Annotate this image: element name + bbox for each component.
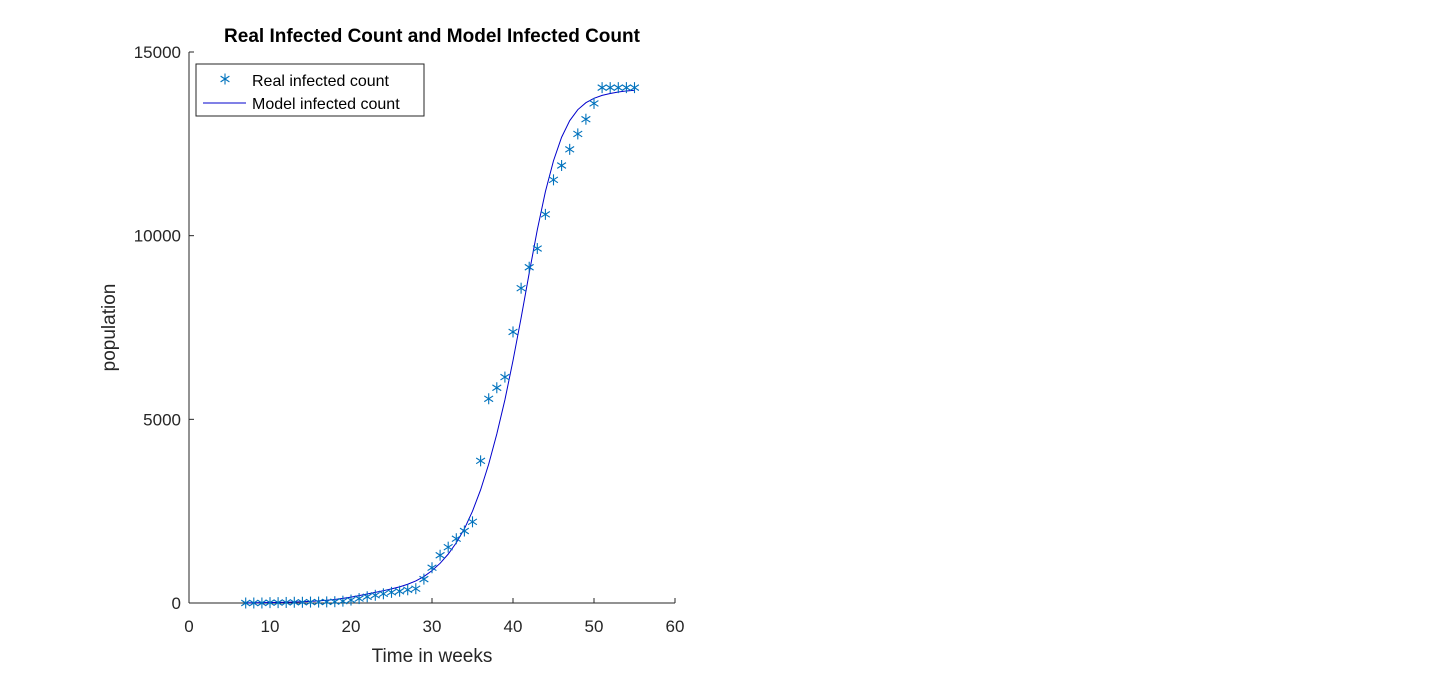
data-point-real xyxy=(573,128,583,140)
data-point-real xyxy=(273,597,283,609)
data-point-real xyxy=(548,174,559,186)
legend-marker-symbol xyxy=(220,73,230,85)
data-point-real xyxy=(629,82,640,94)
x-tick-label: 0 xyxy=(184,617,193,636)
y-tick-label: 15000 xyxy=(134,43,181,62)
data-point-real xyxy=(516,282,526,294)
data-point-real xyxy=(338,595,348,607)
data-point-real xyxy=(581,113,591,125)
legend: Real infected count Model infected count xyxy=(195,63,425,117)
x-tick-label: 20 xyxy=(342,617,361,636)
ticks-layer: 0 10 20 30 40 50 60 0 5000 10000 15000 xyxy=(134,43,685,636)
data-point-real xyxy=(362,591,372,603)
data-point-real xyxy=(330,596,340,608)
y-tick-label: 0 xyxy=(172,594,181,613)
data-point-real xyxy=(621,82,632,94)
chart-title: Real Infected Count and Model Infected C… xyxy=(224,26,641,47)
data-point-real xyxy=(492,382,502,394)
data-point-real xyxy=(459,525,470,537)
data-point-real xyxy=(484,393,494,405)
x-axis-label: Time in weeks xyxy=(372,646,493,667)
data-point-real xyxy=(524,261,534,273)
data-point-real xyxy=(443,541,453,553)
x-tick-label: 40 xyxy=(504,617,523,636)
data-point-real xyxy=(435,549,445,561)
data-point-real xyxy=(281,596,291,608)
data-point-real xyxy=(467,516,478,528)
data-point-real xyxy=(289,596,299,608)
data-point-real xyxy=(249,597,259,609)
data-point-real xyxy=(565,143,575,155)
data-point-real xyxy=(386,586,397,598)
data-point-real xyxy=(265,597,275,609)
data-point-real xyxy=(556,160,567,172)
data-point-real xyxy=(597,82,607,94)
data-point-real xyxy=(500,371,510,383)
data-point-real xyxy=(532,243,542,255)
x-tick-label: 10 xyxy=(261,617,280,636)
data-point-real xyxy=(613,82,623,94)
data-point-real xyxy=(540,208,551,220)
y-axis-label: population xyxy=(99,284,120,372)
x-tick-label: 30 xyxy=(423,617,442,636)
data-point-real xyxy=(322,596,332,608)
data-point-real xyxy=(241,597,251,609)
data-point-real xyxy=(257,597,267,609)
series-line-model xyxy=(245,89,635,604)
data-point-real xyxy=(403,584,413,596)
data-point-real xyxy=(411,583,421,595)
legend-label-real: Real infected count xyxy=(252,73,390,90)
data-point-real xyxy=(346,594,356,606)
legend-box xyxy=(195,63,425,117)
data-point-real xyxy=(508,326,518,338)
data-point-real xyxy=(427,562,437,574)
data-point-real xyxy=(305,596,316,608)
axes-box xyxy=(188,52,675,604)
x-tick-label: 50 xyxy=(585,617,604,636)
data-point-real xyxy=(313,596,324,608)
data-point-real xyxy=(451,533,461,545)
data-point-real xyxy=(394,585,405,597)
x-tick-label: 60 xyxy=(666,617,685,636)
plot-area xyxy=(241,82,640,609)
data-point-real xyxy=(589,97,599,109)
y-tick-label: 5000 xyxy=(143,410,181,429)
legend-marker-real xyxy=(220,73,230,85)
data-point-real xyxy=(378,588,389,600)
data-point-real xyxy=(419,573,429,585)
data-point-real xyxy=(475,455,486,467)
data-point-real xyxy=(370,589,380,601)
data-point-real xyxy=(605,82,615,94)
data-point-real xyxy=(297,596,308,608)
legend-label-model: Model infected count xyxy=(252,96,400,113)
data-point-real xyxy=(354,593,364,605)
y-tick-label: 10000 xyxy=(134,227,181,246)
